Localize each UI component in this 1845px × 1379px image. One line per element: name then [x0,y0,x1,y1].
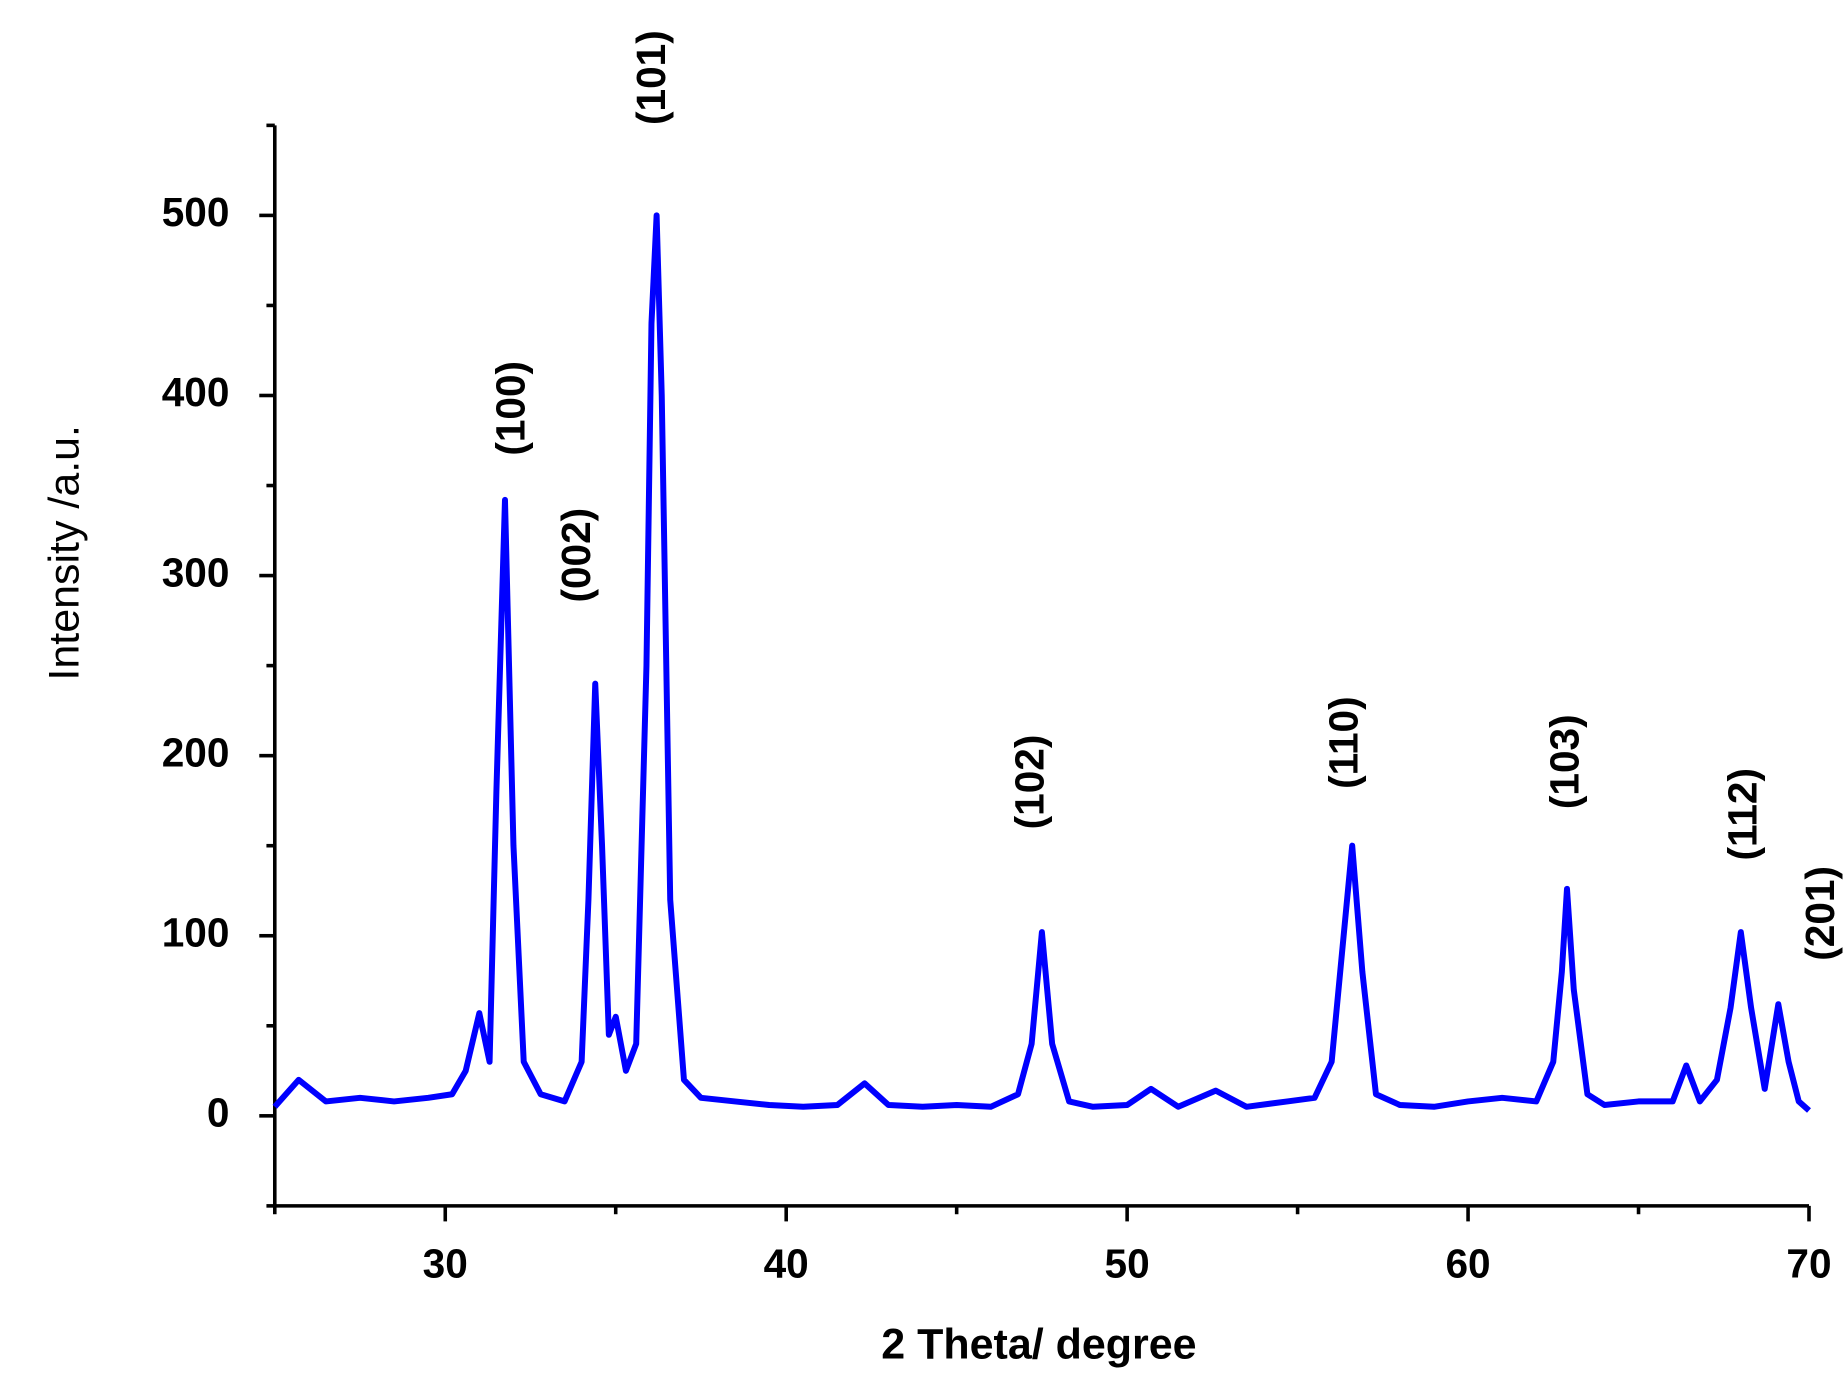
peak-label: (110) [1321,696,1367,789]
x-tick-label: 60 [1445,1241,1490,1287]
peak-label: (103) [1542,714,1588,809]
x-axis-title: 2 Theta/ degree [881,1321,1196,1369]
peak-label: (101) [628,30,674,125]
peak-label: (102) [1007,735,1053,830]
x-tick-label: 50 [1105,1241,1150,1287]
x-tick-label: 30 [423,1241,468,1287]
x-tick-label: 40 [764,1241,809,1287]
y-tick-label: 200 [162,729,230,775]
y-tick-label: 0 [207,1090,230,1136]
y-axis-title: Intensity /a.u. [40,425,88,681]
y-tick-label: 300 [162,549,230,595]
y-tick-label: 400 [162,369,230,415]
y-tick-label: 500 [162,189,230,235]
data-line [272,212,1811,1113]
x-tick-label: 70 [1786,1241,1831,1287]
y-tick-label: 100 [162,909,230,955]
peak-label: (201) [1797,866,1843,961]
peak-label: (002) [553,508,599,603]
peak-label: (112) [1719,768,1765,861]
peak-label: (100) [487,361,533,456]
